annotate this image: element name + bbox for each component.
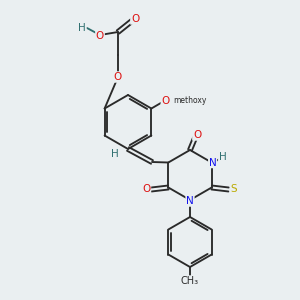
Text: O: O: [96, 31, 104, 41]
Text: methoxy: methoxy: [173, 96, 207, 105]
Text: S: S: [230, 184, 237, 194]
Text: N: N: [209, 158, 217, 167]
Text: H: H: [111, 149, 119, 159]
Text: O: O: [114, 72, 122, 82]
Text: O: O: [193, 130, 201, 140]
Text: N: N: [186, 196, 194, 206]
Text: H: H: [78, 23, 86, 33]
Text: O: O: [161, 95, 169, 106]
Text: O: O: [131, 14, 139, 24]
Text: H: H: [219, 152, 226, 163]
Text: CH₃: CH₃: [181, 276, 199, 286]
Text: O: O: [142, 184, 151, 194]
